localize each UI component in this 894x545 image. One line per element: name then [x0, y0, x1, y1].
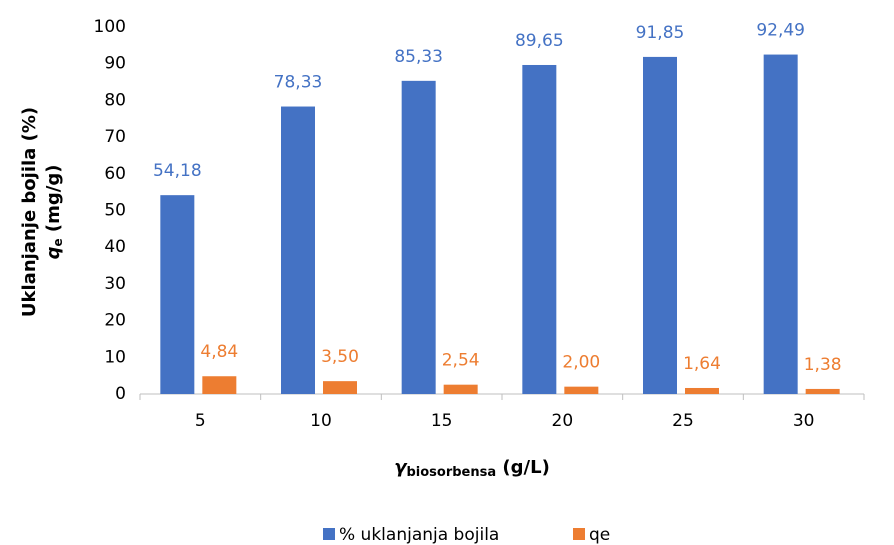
y-tick-label: 10: [104, 347, 126, 367]
bar: [401, 80, 436, 394]
x-tick-label: 5: [195, 411, 206, 431]
y-axis-label-unit: (mg/g): [43, 165, 64, 239]
y-axis-label-line1: Uklanjanje bojila (%): [19, 107, 40, 317]
value-label: 3,50: [321, 347, 359, 367]
value-label: 4,84: [200, 342, 238, 362]
bar: [522, 64, 557, 394]
legend-swatch: [573, 528, 585, 540]
value-label: 78,33: [274, 73, 323, 93]
bar: [805, 388, 840, 394]
y-axis-label-main: q: [43, 246, 64, 259]
value-label: 92,49: [756, 21, 805, 41]
y-tick-label: 70: [104, 127, 126, 147]
y-tick-label: 30: [104, 274, 126, 294]
bar: [763, 54, 798, 394]
value-label: 1,64: [683, 354, 721, 374]
bar: [281, 106, 315, 394]
y-tick-label: 40: [104, 237, 126, 257]
y-tick-label: 80: [104, 90, 126, 110]
y-axis-label-sub: e: [51, 238, 65, 246]
y-axis-label-line2: qe (mg/g): [43, 165, 65, 260]
y-tick-label: 100: [94, 17, 126, 37]
value-label: 91,85: [636, 23, 685, 43]
x-axis-label-main: γ: [394, 457, 408, 478]
value-label: 2,54: [442, 351, 480, 371]
x-tick-label: 30: [793, 411, 815, 431]
y-tick-label: 0: [115, 384, 126, 404]
value-label: 1,38: [804, 355, 842, 375]
value-label: 2,00: [562, 353, 600, 373]
x-axis-label-sub: biosorbensa: [406, 465, 496, 480]
x-axis-label: γbiosorbensa (g/L): [394, 457, 550, 480]
legend-swatch: [323, 528, 335, 540]
x-tick-label: 15: [431, 411, 453, 431]
value-label: 89,65: [515, 31, 564, 51]
bar: [323, 381, 357, 394]
x-tick-label: 10: [310, 411, 332, 431]
bar: [564, 386, 599, 394]
legend-label: % uklanjanja bojila: [339, 525, 499, 545]
bar: [643, 56, 677, 395]
value-label: 54,18: [153, 161, 202, 181]
bar: [685, 387, 719, 394]
y-tick-label: 20: [104, 311, 126, 331]
x-axis-label-unit: (g/L): [496, 457, 550, 478]
y-tick-label: 90: [104, 54, 126, 74]
bar: [202, 376, 237, 394]
bar: [443, 384, 478, 394]
legend-label: qe: [589, 525, 610, 545]
y-tick-label: 50: [104, 201, 126, 221]
y-tick-label: 60: [104, 164, 126, 184]
bar: [160, 195, 195, 394]
x-tick-label: 20: [552, 411, 574, 431]
x-tick-label: 25: [672, 411, 694, 431]
value-label: 85,33: [394, 47, 443, 67]
